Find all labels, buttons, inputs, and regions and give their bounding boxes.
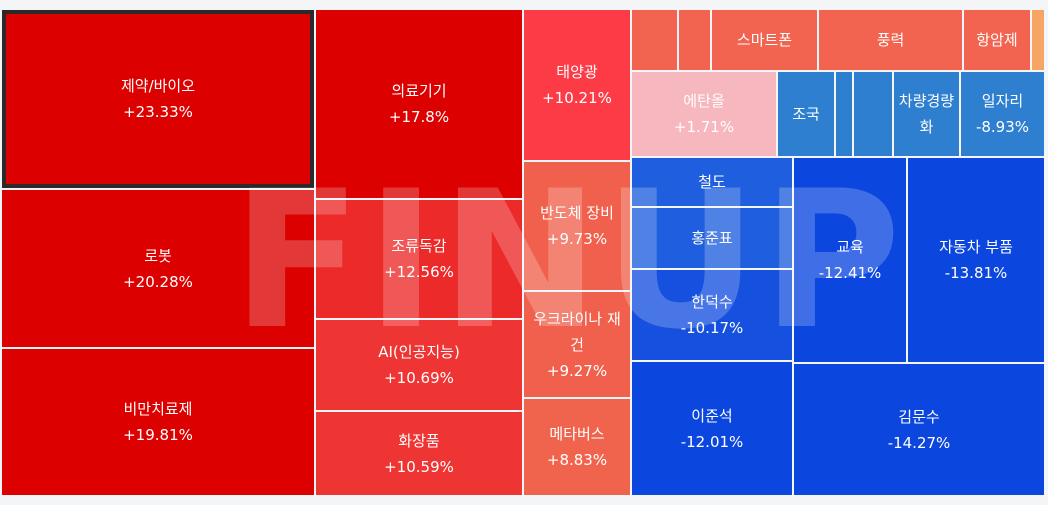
cell-label: 메타버스 [549,425,605,443]
cell-value: +19.81% [123,426,193,444]
cell[interactable]: 로봇 +20.28% [2,190,314,347]
cell[interactable]: 화장품 +10.59% [316,412,522,495]
cell[interactable]: 메타버스 +8.83% [524,399,630,495]
cell-value: +10.21% [542,89,612,107]
cell-value: +8.83% [546,451,608,469]
cell-label: 비만치료제 [123,400,193,418]
cell[interactable]: 교육 -12.41% [794,158,906,362]
cell-label: 교육 [836,238,864,256]
cell[interactable] [836,72,852,156]
cell[interactable] [854,72,892,156]
cell[interactable]: 홍준표 [632,208,792,268]
cell-label: 화장품 [398,431,440,450]
cell-label: 조류독감 [391,237,447,255]
cell-value: -14.27% [887,433,951,452]
cell[interactable]: AI(인공지능) +10.69% [316,320,522,410]
cell-label: 풍력 [876,31,905,49]
cell[interactable]: 한덕수 -10.17% [632,270,792,360]
cell[interactable]: 비만치료제 +19.81% [2,349,314,495]
cell[interactable]: 철도 [632,158,792,206]
cell-label: 홍준표 [691,229,733,247]
cell-label: 반도체 장비 [540,204,614,222]
cell[interactable] [679,10,710,70]
cell-label: 우크라이나 재건 [533,309,621,354]
cell[interactable]: 에탄올 +1.71% [632,72,776,156]
cell-value: +9.73% [546,230,608,248]
cell-label: 의료기기 [391,82,447,100]
cell[interactable]: 태양광 +10.21% [524,10,630,160]
cell[interactable]: 이준석 -12.01% [632,362,792,495]
cell[interactable] [632,10,677,70]
cell-label: 제약/바이오 [120,77,196,95]
cell-label: AI(인공지능) [378,343,460,361]
cell-label: 이준석 [691,406,733,425]
cell-label: 차량경량화 [898,92,955,136]
cell-label: 한덕수 [691,293,733,311]
cell-value: +12.56% [384,263,454,281]
cell[interactable]: 스마트폰 [712,10,817,70]
cell-value: +10.59% [384,457,454,476]
cell-label: 항암제 [976,31,1018,49]
cell-label: 자동차 부품 [939,238,1013,256]
cell-label: 김문수 [898,407,940,426]
cell[interactable]: 조류독감 +12.56% [316,200,522,318]
cell-label: 태양광 [556,63,598,81]
cell-value: -10.17% [680,319,744,337]
cell-value: -13.81% [944,264,1008,282]
cell-label: 조국 [792,105,820,123]
cell-value: +23.33% [123,103,193,121]
cell-value: +20.28% [123,272,193,291]
cell-value: +10.69% [384,369,454,387]
cell[interactable]: 조국 [778,72,834,156]
cell[interactable]: 제약/바이오 +23.33% [2,10,314,188]
cell-value: +9.27% [546,361,608,380]
cell[interactable]: 반도체 장비 +9.73% [524,162,630,290]
cell[interactable]: 일자리 -8.93% [961,72,1044,156]
cell[interactable]: 의료기기 +17.8% [316,10,522,198]
cell-label: 에탄올 [683,92,725,110]
cell-label: 로봇 [144,246,172,265]
cell-value: +1.71% [673,118,735,136]
cell[interactable]: 풍력 [819,10,962,70]
cell[interactable] [1032,10,1044,70]
cell-value: -12.01% [680,432,744,451]
cell[interactable]: 차량경량화 [894,72,959,156]
cell-value: +17.8% [388,108,450,126]
cell[interactable]: 우크라이나 재건 +9.27% [524,292,630,397]
cell-label: 일자리 [981,92,1024,110]
cell[interactable]: 항암제 [964,10,1030,70]
cell[interactable]: 자동차 부품 -13.81% [908,158,1044,362]
cell-value: -8.93% [975,118,1030,136]
cell-label: 철도 [698,173,726,191]
cell[interactable]: 김문수 -14.27% [794,364,1044,495]
cell-label: 스마트폰 [736,31,793,49]
cell-value: -12.41% [818,264,882,282]
